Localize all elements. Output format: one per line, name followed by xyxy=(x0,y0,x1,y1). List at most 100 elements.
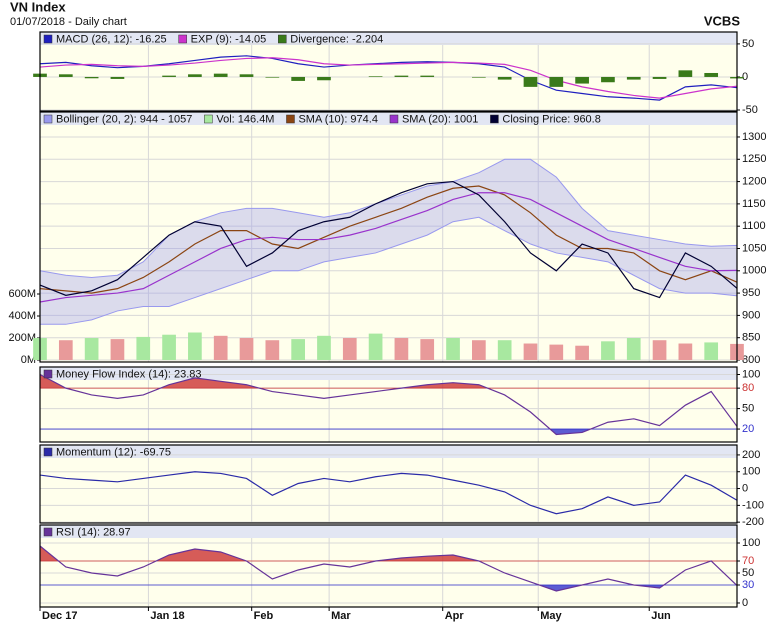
legend-swatch xyxy=(286,114,295,124)
chart-title: VN Index xyxy=(10,0,66,14)
bar xyxy=(420,339,435,361)
bar xyxy=(626,338,641,361)
bar xyxy=(291,339,305,361)
y-tick-label: 1050 xyxy=(742,242,766,254)
y-tick-label: 1000 xyxy=(742,265,766,277)
brand: VCBS xyxy=(704,13,740,28)
bar xyxy=(678,70,693,77)
y-tick-label: 1150 xyxy=(742,198,766,210)
x-tick-label: May xyxy=(540,610,562,622)
bar xyxy=(213,73,228,77)
x-tick-label: Dec 17 xyxy=(42,610,77,622)
legend-label: EXP (9): -14.05 xyxy=(191,33,267,45)
y-tick-label: 0 xyxy=(742,71,748,83)
y2-tick-label: 0M xyxy=(21,354,36,366)
bar xyxy=(368,333,383,361)
chart-subtitle: 01/07/2018 - Daily chart xyxy=(10,16,127,28)
bar xyxy=(317,335,331,361)
bar xyxy=(265,76,280,78)
y2-tick-label: 200M xyxy=(8,332,36,344)
bar xyxy=(239,338,254,361)
legend-swatch xyxy=(278,34,287,44)
bar xyxy=(497,76,512,80)
line xyxy=(39,185,738,294)
bar xyxy=(549,76,564,87)
line xyxy=(39,545,738,592)
bar xyxy=(704,72,719,77)
y2-tick-label: 400M xyxy=(8,310,36,322)
bar xyxy=(84,338,99,361)
y-tick-label: -50 xyxy=(742,104,758,116)
bar xyxy=(317,76,331,81)
x-tick-label: Feb xyxy=(254,610,274,622)
bar xyxy=(84,76,99,79)
bar xyxy=(497,340,512,361)
x-tick-label: Jun xyxy=(651,610,671,622)
y-tick-label: -100 xyxy=(742,499,764,511)
bar xyxy=(394,338,409,361)
threshold-fill xyxy=(40,545,737,561)
legend-swatch xyxy=(43,447,53,457)
y-tick-label: 850 xyxy=(742,332,760,344)
legend-label: Closing Price: 960.8 xyxy=(502,113,600,125)
y-tick-label: 30 xyxy=(742,579,754,591)
line xyxy=(39,57,738,99)
y-tick-label: 950 xyxy=(742,287,760,299)
y-tick-label: 100 xyxy=(742,466,760,478)
legend-label: Divergence: -2.204 xyxy=(290,33,383,45)
y-tick-label: 80 xyxy=(742,382,754,394)
legend-label: RSI (14): 28.97 xyxy=(56,526,131,538)
bar xyxy=(704,342,719,361)
plot-background xyxy=(40,525,737,607)
panel-border xyxy=(39,444,738,524)
panel-border xyxy=(39,111,738,363)
legend-swatch xyxy=(43,369,53,379)
bar xyxy=(575,76,589,84)
y-tick-label: 1200 xyxy=(742,175,766,187)
bar xyxy=(652,76,667,79)
line xyxy=(39,55,738,101)
bar xyxy=(575,345,589,361)
legend-band xyxy=(40,367,737,380)
legend-band xyxy=(40,32,737,45)
y-tick-label: 0 xyxy=(742,482,748,494)
y-tick-label: 70 xyxy=(742,555,754,567)
bar xyxy=(291,76,305,81)
legend-band xyxy=(40,112,737,125)
bar xyxy=(523,76,538,87)
y-tick-label: 1100 xyxy=(742,220,766,232)
legend-band xyxy=(40,525,737,538)
y-tick-label: 20 xyxy=(742,423,754,435)
line xyxy=(39,373,738,436)
legend-swatch xyxy=(490,114,499,124)
y-tick-label: 1250 xyxy=(742,153,766,165)
y-tick-label: 800 xyxy=(742,354,760,366)
y-tick-label: 50 xyxy=(742,402,754,414)
bar xyxy=(394,75,409,77)
y-tick-label: 1300 xyxy=(742,131,766,143)
bar xyxy=(136,336,151,361)
bar xyxy=(110,76,125,79)
bar xyxy=(601,341,615,361)
bar xyxy=(213,335,228,361)
bar xyxy=(265,340,280,361)
line xyxy=(39,180,738,299)
legend-label: SMA (10): 974.4 xyxy=(298,113,378,125)
bar xyxy=(446,338,460,361)
y-tick-label: 200 xyxy=(742,449,760,461)
legend-swatch xyxy=(43,34,53,44)
bar xyxy=(188,332,202,361)
x-tick-label: Apr xyxy=(445,610,465,622)
bar xyxy=(162,75,176,77)
legend-label: Money Flow Index (14): 23.83 xyxy=(56,368,202,380)
bar xyxy=(523,343,538,361)
line xyxy=(39,192,738,303)
legend-swatch xyxy=(43,527,53,537)
legend-label: Vol: 146.4M xyxy=(216,113,274,125)
y-tick-label: 50 xyxy=(742,567,754,579)
bar xyxy=(58,340,73,361)
bar xyxy=(652,340,667,361)
bar xyxy=(549,344,564,361)
bar xyxy=(420,75,435,77)
